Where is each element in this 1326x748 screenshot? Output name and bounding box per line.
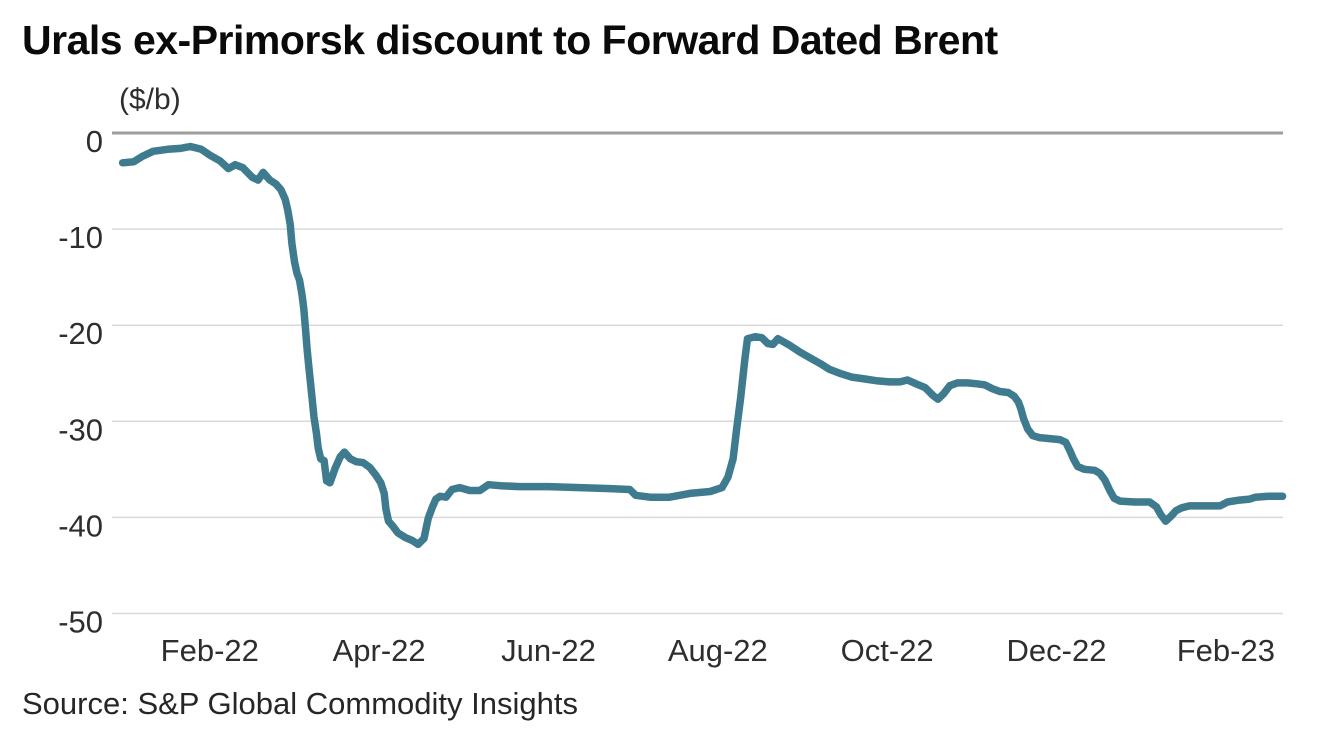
series-line <box>118 142 1287 549</box>
y-tick-label: -10 <box>58 220 103 255</box>
x-tick-label: Feb-22 <box>161 633 259 668</box>
y-tick-label: -40 <box>58 508 103 543</box>
y-axis-unit-label: ($/b) <box>119 83 181 116</box>
x-tick-label: Dec-22 <box>1007 633 1107 668</box>
x-tick-label: Apr-22 <box>333 633 426 668</box>
y-tick-label: 0 <box>86 124 103 159</box>
chart-title: Urals ex-Primorsk discount to Forward Da… <box>22 17 998 63</box>
y-tick-label: -20 <box>58 316 103 351</box>
x-tick-label: Feb-23 <box>1177 633 1275 668</box>
x-tick-label: Oct-22 <box>841 633 934 668</box>
y-tick-label: -50 <box>58 605 103 640</box>
source-note: Source: S&P Global Commodity Insights <box>22 686 578 721</box>
y-tick-label: -30 <box>58 412 103 447</box>
x-tick-label: Aug-22 <box>668 633 768 668</box>
x-tick-label: Jun-22 <box>501 633 596 668</box>
